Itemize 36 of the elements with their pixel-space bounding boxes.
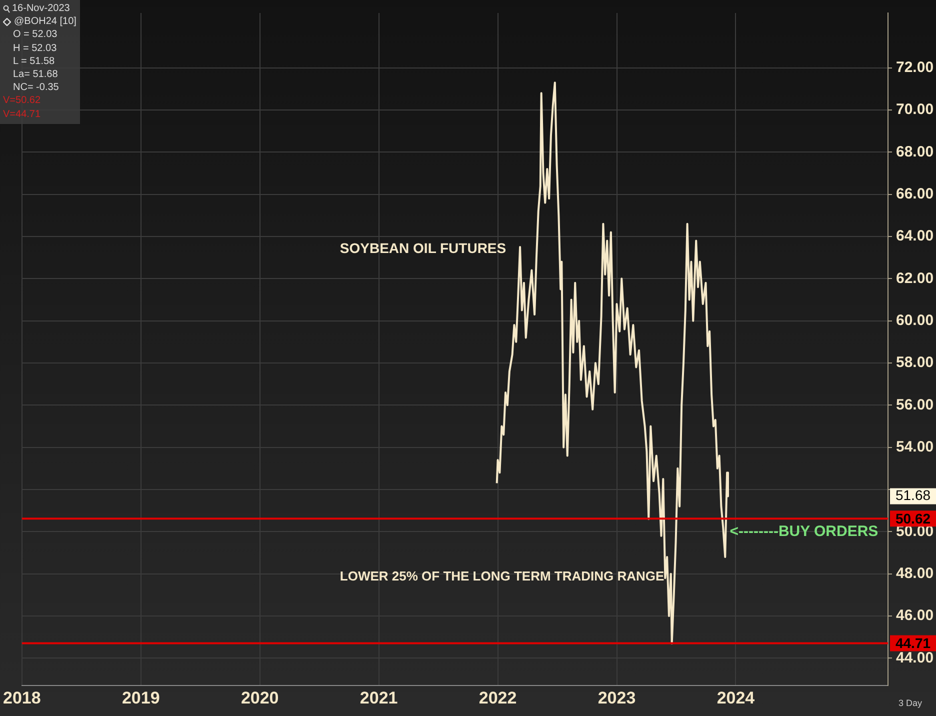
text: 3 Day: [898, 698, 922, 708]
x-tick-label: 2024: [716, 688, 756, 708]
y-tick-label: 60.00: [896, 312, 934, 329]
y-tick-label: 72.00: [896, 58, 934, 76]
x-tick-label: 2021: [360, 688, 398, 708]
text: SOYBEAN OIL FUTURES: [340, 240, 506, 256]
y-tick-label: 44.00: [896, 649, 934, 666]
x-tick-label: 2022: [478, 688, 517, 708]
ref-line-label: 50.62: [895, 510, 931, 526]
text: 51.68: [895, 487, 931, 504]
annotation: @BOH24 [10]: [14, 15, 76, 28]
x-tick-label: 2023: [598, 688, 636, 708]
y-tick-label: 46.00: [896, 607, 934, 624]
ref-line-label: 44.71: [895, 635, 931, 652]
annotation: V=50.62: [3, 94, 41, 108]
y-tick-label: 70.00: [896, 101, 934, 118]
y-tick-label: 58.00: [896, 354, 934, 372]
x-tick-label: 2018: [2, 688, 41, 708]
annotation: <--------BUY ORDERS: [730, 522, 878, 540]
annotation: 16-Nov-2023: [12, 2, 70, 16]
y-tick-label: 62.00: [896, 270, 934, 287]
annotation: La= 51.68: [13, 68, 58, 82]
annotation: H = 52.03: [13, 42, 57, 55]
annotation: O = 52.03: [13, 28, 58, 42]
y-tick-label: 56.00: [896, 396, 934, 414]
y-tick-label: 64.00: [896, 228, 934, 245]
y-tick-label: 66.00: [896, 185, 934, 202]
y-tick-label: 54.00: [896, 438, 934, 456]
x-tick-label: 2019: [122, 688, 160, 708]
annotation: V=44.71: [3, 108, 41, 121]
annotation: L = 51.58: [13, 54, 55, 68]
annotation: NC= -0.35: [13, 81, 59, 94]
y-tick-label: 68.00: [896, 143, 934, 160]
x-tick-label: 2020: [240, 688, 279, 708]
y-tick-label: 48.00: [896, 564, 934, 582]
annotation: LOWER 25% OF THE LONG TERM TRADING RANGE: [340, 568, 665, 584]
